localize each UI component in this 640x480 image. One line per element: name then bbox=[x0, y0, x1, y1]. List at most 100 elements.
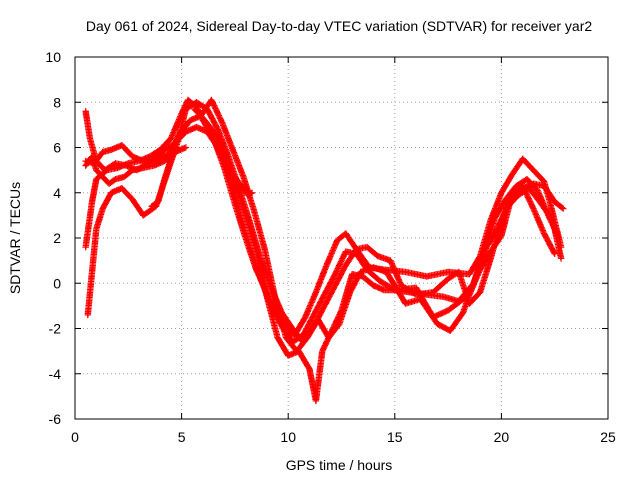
data-point bbox=[322, 300, 330, 307]
data-point bbox=[213, 124, 221, 132]
data-point bbox=[526, 198, 534, 205]
data-point bbox=[325, 335, 332, 342]
data-point bbox=[209, 115, 216, 122]
data-point bbox=[336, 311, 343, 318]
y-tick-label: 4 bbox=[53, 185, 61, 201]
tick-labels: 0 5 10 15 20 25 -6 -4 -2 0 2 4 6 8 10 bbox=[45, 49, 616, 445]
series-track-d bbox=[82, 96, 565, 355]
data-point bbox=[217, 142, 224, 149]
data-point bbox=[216, 113, 223, 121]
data-point bbox=[339, 254, 347, 261]
data-point bbox=[323, 338, 331, 345]
data-point bbox=[306, 303, 313, 311]
data-point bbox=[522, 188, 529, 195]
data-point bbox=[212, 106, 220, 114]
data-point bbox=[396, 279, 404, 286]
data-point bbox=[334, 315, 341, 323]
data-point bbox=[214, 110, 222, 118]
data-point bbox=[308, 299, 315, 306]
data-point bbox=[521, 187, 528, 194]
data-point bbox=[546, 241, 553, 248]
data-point bbox=[208, 96, 215, 104]
x-tick-label: 25 bbox=[600, 429, 616, 445]
data-point bbox=[548, 215, 555, 222]
y-tick-label: 0 bbox=[53, 275, 61, 291]
series-track-g bbox=[148, 144, 181, 210]
data-point bbox=[497, 233, 504, 241]
data-point bbox=[218, 118, 225, 125]
data-point bbox=[337, 259, 344, 267]
data-point bbox=[391, 267, 399, 275]
series-track-h bbox=[231, 173, 256, 199]
data-point bbox=[173, 145, 180, 152]
data-point bbox=[317, 309, 325, 316]
series-track-b bbox=[82, 123, 563, 346]
data-point bbox=[331, 271, 339, 278]
data-point bbox=[535, 218, 543, 225]
data-point bbox=[333, 268, 340, 275]
data-point bbox=[337, 308, 344, 315]
data-point bbox=[557, 255, 565, 262]
y-axis-label: SDTVAR / TECUs bbox=[7, 182, 23, 294]
y-tick-label: 10 bbox=[45, 49, 61, 65]
data-point bbox=[335, 263, 342, 271]
data-point bbox=[331, 272, 338, 279]
data-point bbox=[525, 195, 532, 202]
x-tick-label: 15 bbox=[387, 429, 403, 445]
data-point bbox=[326, 281, 333, 289]
data-point bbox=[333, 317, 340, 324]
y-tick-label: -4 bbox=[49, 366, 62, 382]
series-track-e bbox=[191, 105, 558, 405]
data-point bbox=[331, 242, 338, 250]
data-point bbox=[328, 328, 335, 335]
data-point bbox=[321, 342, 329, 349]
x-tick-label: 0 bbox=[71, 429, 79, 445]
data-point bbox=[550, 249, 558, 256]
y-tick-label: 6 bbox=[53, 140, 61, 156]
data-point bbox=[327, 329, 334, 337]
data-point bbox=[529, 204, 536, 211]
data-point bbox=[214, 109, 221, 116]
y-tick-label: 2 bbox=[53, 230, 61, 246]
data-point bbox=[528, 202, 536, 209]
data-point bbox=[558, 204, 566, 211]
data-point bbox=[317, 298, 325, 305]
data-point bbox=[543, 234, 550, 241]
data-point bbox=[301, 315, 308, 322]
data-point bbox=[210, 101, 217, 108]
data-point bbox=[330, 324, 337, 331]
data-point bbox=[324, 259, 331, 266]
x-tick-label: 20 bbox=[494, 429, 510, 445]
data-point bbox=[560, 205, 567, 212]
data-point bbox=[332, 319, 339, 327]
data-point bbox=[524, 194, 532, 201]
data-point bbox=[329, 325, 336, 332]
data-point bbox=[248, 189, 256, 196]
chart-title: Day 061 of 2024, Sidereal Day-to-day VTE… bbox=[86, 18, 592, 34]
x-tick-label: 10 bbox=[280, 429, 296, 445]
data-point bbox=[519, 182, 526, 190]
x-tick-label: 5 bbox=[178, 429, 186, 445]
data-point bbox=[216, 115, 224, 122]
data-point bbox=[335, 262, 343, 269]
data-point bbox=[332, 281, 339, 288]
y-tick-label: 8 bbox=[53, 94, 61, 110]
x-axis-label: GPS time / hours bbox=[286, 457, 393, 473]
y-tick-label: -6 bbox=[49, 411, 62, 427]
data-point bbox=[389, 263, 397, 270]
data-point bbox=[527, 199, 534, 207]
data-point bbox=[337, 271, 344, 278]
axis-ticks bbox=[74, 56, 609, 420]
data-points bbox=[82, 96, 567, 405]
data-point bbox=[533, 214, 541, 221]
data-point bbox=[326, 332, 333, 339]
data-point bbox=[323, 339, 330, 346]
data-point bbox=[220, 147, 227, 154]
data-point bbox=[173, 136, 180, 143]
data-point bbox=[494, 224, 501, 231]
data-point bbox=[305, 364, 312, 372]
data-point bbox=[319, 347, 326, 355]
data-point bbox=[551, 250, 558, 257]
data-point bbox=[212, 105, 219, 112]
